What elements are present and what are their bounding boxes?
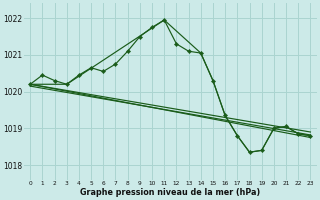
X-axis label: Graphe pression niveau de la mer (hPa): Graphe pression niveau de la mer (hPa) <box>80 188 260 197</box>
